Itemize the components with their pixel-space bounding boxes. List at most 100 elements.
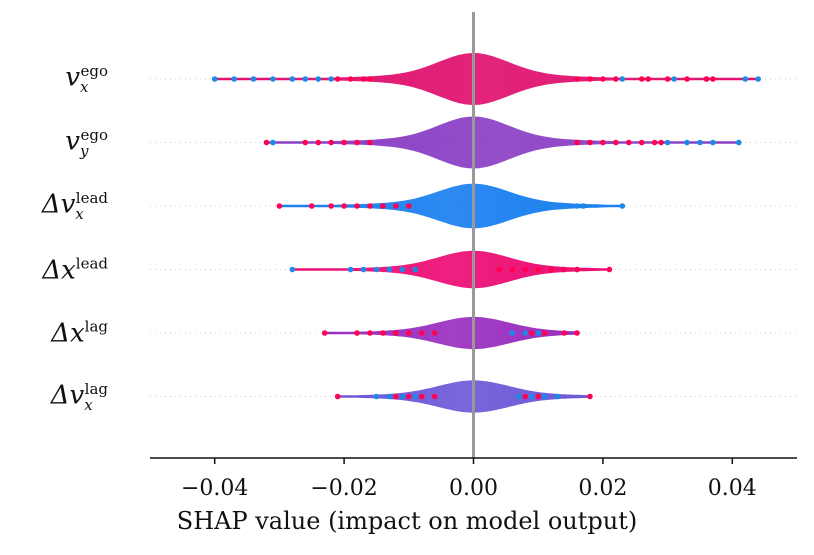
feature-superscript: lead	[75, 254, 108, 273]
feature-superscript: lead	[75, 189, 108, 208]
x-axis-title: SHAP value (impact on model output)	[176, 507, 638, 535]
feature-symbol: Δx	[51, 318, 85, 349]
scatter-points	[211, 76, 761, 400]
point-low	[735, 139, 742, 146]
point-low	[684, 139, 690, 146]
point-low	[231, 76, 237, 82]
point-high	[535, 393, 541, 400]
point-low	[302, 76, 309, 82]
point-high	[684, 76, 690, 82]
point-low	[386, 266, 393, 273]
point-low	[561, 203, 567, 209]
point-high	[535, 266, 541, 273]
point-low	[399, 266, 406, 273]
point-low	[574, 203, 580, 209]
point-low	[373, 393, 380, 400]
point-high	[613, 139, 619, 146]
feature-symbol: v	[65, 62, 81, 93]
point-low	[386, 393, 393, 400]
point-high	[625, 139, 632, 146]
feature-symbol: Δv	[41, 189, 76, 220]
point-low	[742, 76, 749, 82]
violin-shape	[214, 53, 759, 105]
point-low	[289, 76, 296, 82]
point-high	[548, 266, 554, 273]
feature-label: vxego	[65, 62, 108, 96]
point-high	[328, 203, 334, 209]
point-low	[535, 330, 541, 336]
violin-shape	[266, 116, 739, 169]
point-low	[412, 266, 419, 273]
feature-superscript: lag	[84, 317, 108, 336]
point-low	[548, 203, 554, 209]
point-high	[406, 393, 412, 400]
feature-symbol: Δv	[50, 380, 85, 411]
point-high	[574, 266, 580, 273]
point-high	[367, 139, 373, 146]
point-low	[270, 139, 276, 146]
point-high	[496, 266, 503, 273]
point-high	[315, 139, 322, 146]
point-low	[360, 266, 367, 273]
point-high	[574, 76, 580, 82]
point-high	[380, 330, 386, 336]
point-low	[373, 266, 380, 273]
point-low	[710, 139, 716, 146]
violin-shape	[292, 250, 610, 289]
point-low	[211, 76, 218, 82]
x-tick-label: 0.04	[708, 476, 757, 501]
x-tick-label: 0.00	[449, 476, 498, 501]
point-high	[354, 203, 360, 209]
point-high	[418, 393, 425, 400]
violin-shape	[324, 316, 577, 350]
point-low	[755, 76, 761, 82]
point-high	[328, 139, 334, 146]
point-high	[302, 139, 309, 146]
point-high	[418, 330, 425, 336]
point-high	[664, 76, 671, 82]
feature-symbol: v	[65, 126, 80, 157]
x-tick-label: −0.04	[181, 476, 248, 501]
point-high	[587, 393, 593, 400]
point-high	[341, 139, 347, 146]
feature-superscript: ego	[80, 62, 108, 81]
point-high	[321, 330, 328, 336]
point-high	[658, 139, 664, 146]
point-low	[522, 330, 529, 336]
point-high	[360, 76, 367, 82]
point-high	[509, 266, 516, 273]
point-high	[710, 76, 716, 82]
point-low	[515, 393, 522, 400]
point-high	[354, 330, 360, 336]
point-high	[651, 139, 658, 146]
x-tick-label: 0.02	[578, 476, 627, 501]
point-high	[574, 139, 580, 146]
point-high	[308, 203, 315, 209]
x-tick-label: −0.02	[310, 476, 377, 501]
point-high	[347, 76, 354, 82]
point-high	[541, 330, 548, 336]
point-low	[347, 266, 354, 273]
point-high	[587, 76, 593, 82]
feature-label: Δxlead	[42, 254, 108, 285]
point-high	[703, 76, 710, 82]
point-high	[406, 203, 412, 209]
feature-label: Δvxlead	[42, 189, 108, 223]
point-high	[638, 139, 645, 146]
point-high	[367, 76, 373, 82]
point-high	[276, 203, 283, 209]
point-high	[645, 76, 651, 82]
point-high	[263, 139, 270, 146]
point-high	[367, 330, 373, 336]
feature-subscript: x	[80, 77, 89, 96]
point-high	[600, 76, 606, 82]
point-low	[580, 203, 587, 209]
point-low	[619, 76, 626, 82]
point-low	[509, 330, 516, 336]
point-high	[587, 139, 593, 146]
point-high	[367, 203, 373, 209]
point-high	[600, 139, 606, 146]
point-high	[354, 139, 360, 146]
point-high	[393, 393, 399, 400]
